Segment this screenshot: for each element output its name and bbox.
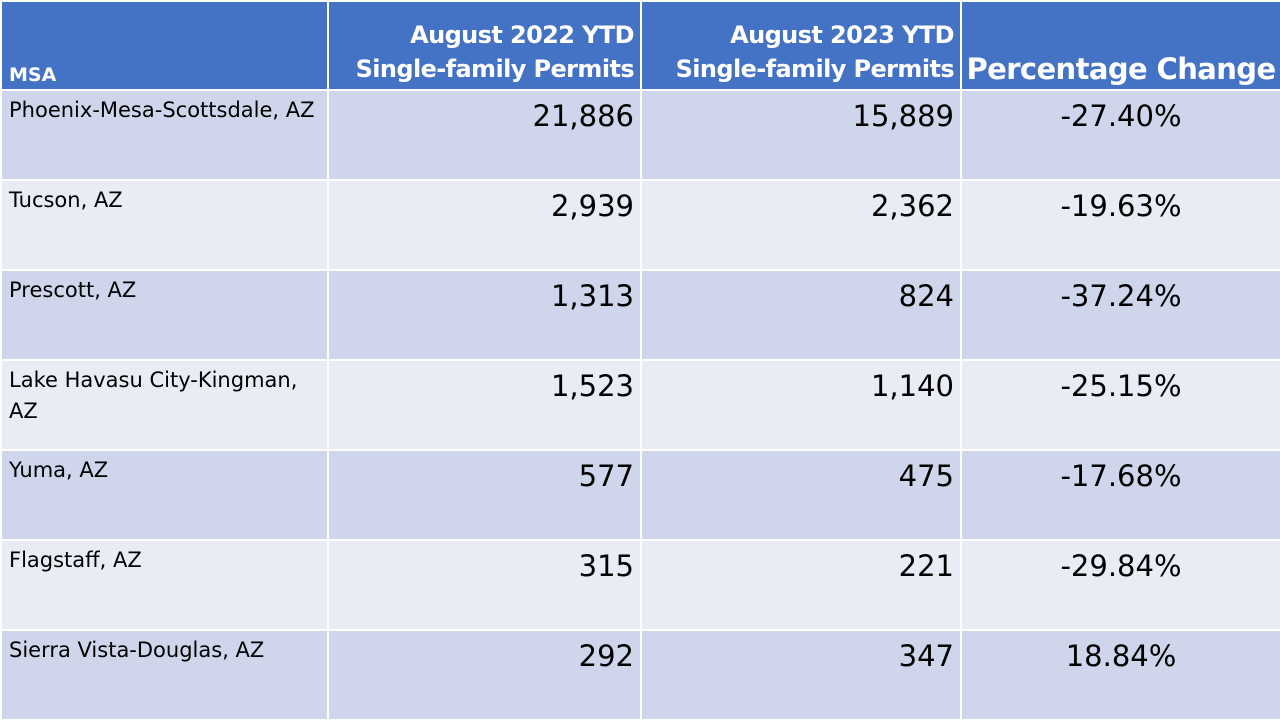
cell-percentage-change: -19.63% bbox=[960, 179, 1280, 271]
cell-msa: Lake Havasu City-Kingman, AZ bbox=[0, 359, 329, 451]
header-2022-line1: August 2022 YTD bbox=[410, 21, 634, 49]
cell-2023-permits: 15,889 bbox=[640, 89, 962, 181]
table-row: Tucson, AZ 2,939 2,362 -19.63% bbox=[0, 179, 1280, 271]
cell-2023-permits: 2,362 bbox=[640, 179, 962, 271]
cell-2022-permits: 2,939 bbox=[327, 179, 642, 271]
table-row: Yuma, AZ 577 475 -17.68% bbox=[0, 449, 1280, 541]
header-2023-line2: Single-family Permits bbox=[675, 55, 955, 83]
table-row: Sierra Vista-Douglas, AZ 292 347 18.84% bbox=[0, 629, 1280, 720]
cell-2022-permits: 1,523 bbox=[327, 359, 642, 451]
header-percentage-change: Percentage Change bbox=[960, 0, 1280, 91]
cell-msa: Prescott, AZ bbox=[0, 269, 329, 361]
cell-percentage-change: -25.15% bbox=[960, 359, 1280, 451]
header-2022-ytd: August 2022 YTD Single-family Permits bbox=[327, 0, 642, 91]
cell-percentage-change: -37.24% bbox=[960, 269, 1280, 361]
cell-msa: Tucson, AZ bbox=[0, 179, 329, 271]
cell-msa: Sierra Vista-Douglas, AZ bbox=[0, 629, 329, 720]
cell-2023-permits: 347 bbox=[640, 629, 962, 720]
cell-2023-permits: 824 bbox=[640, 269, 962, 361]
cell-percentage-change: -17.68% bbox=[960, 449, 1280, 541]
table-row: Phoenix-Mesa-Scottsdale, AZ 21,886 15,88… bbox=[0, 89, 1280, 181]
table-header: MSA August 2022 YTD Single-family Permit… bbox=[0, 0, 1280, 91]
cell-2022-permits: 315 bbox=[327, 539, 642, 631]
cell-2022-permits: 292 bbox=[327, 629, 642, 720]
cell-msa: Phoenix-Mesa-Scottsdale, AZ bbox=[0, 89, 329, 181]
header-2023-line1: August 2023 YTD bbox=[730, 21, 954, 49]
header-msa: MSA bbox=[0, 0, 329, 91]
table-row: Flagstaff, AZ 315 221 -29.84% bbox=[0, 539, 1280, 631]
cell-2022-permits: 577 bbox=[327, 449, 642, 541]
cell-2022-permits: 21,886 bbox=[327, 89, 642, 181]
cell-msa: Flagstaff, AZ bbox=[0, 539, 329, 631]
table-row: Lake Havasu City-Kingman, AZ 1,523 1,140… bbox=[0, 359, 1280, 451]
table-body: Phoenix-Mesa-Scottsdale, AZ 21,886 15,88… bbox=[0, 89, 1280, 720]
cell-2023-permits: 221 bbox=[640, 539, 962, 631]
cell-2022-permits: 1,313 bbox=[327, 269, 642, 361]
header-row: MSA August 2022 YTD Single-family Permit… bbox=[0, 0, 1280, 91]
cell-2023-permits: 1,140 bbox=[640, 359, 962, 451]
header-2023-ytd: August 2023 YTD Single-family Permits bbox=[640, 0, 962, 91]
cell-2023-permits: 475 bbox=[640, 449, 962, 541]
cell-percentage-change: -27.40% bbox=[960, 89, 1280, 181]
cell-percentage-change: -29.84% bbox=[960, 539, 1280, 631]
cell-msa: Yuma, AZ bbox=[0, 449, 329, 541]
header-2022-line2: Single-family Permits bbox=[355, 55, 635, 83]
table-row: Prescott, AZ 1,313 824 -37.24% bbox=[0, 269, 1280, 361]
cell-percentage-change: 18.84% bbox=[960, 629, 1280, 720]
